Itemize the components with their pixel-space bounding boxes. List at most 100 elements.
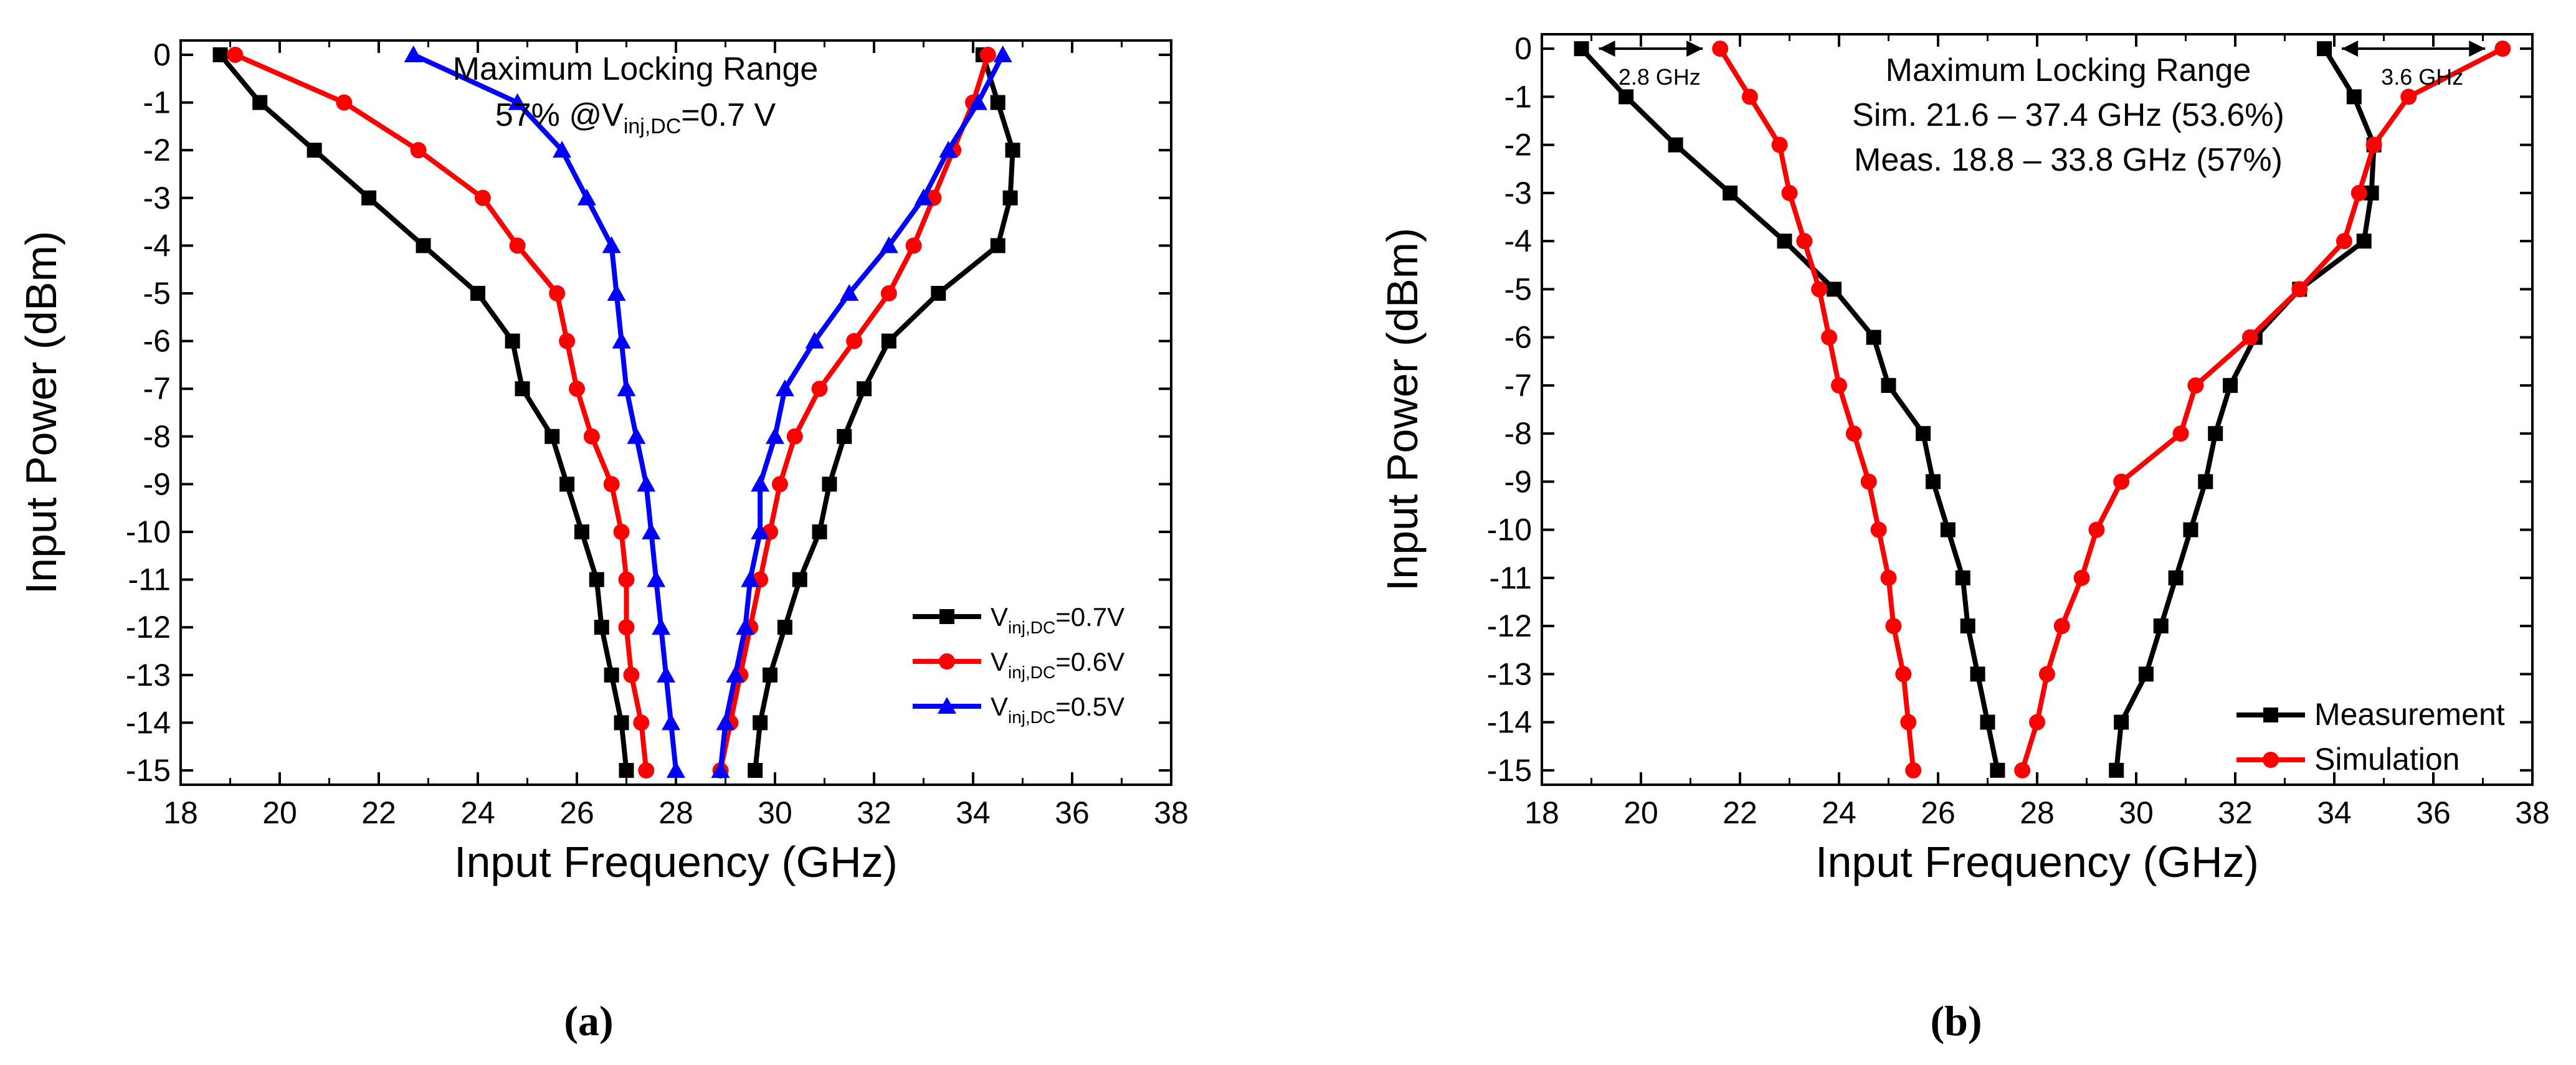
- series-line-high: [2020, 46, 2504, 772]
- legend-marker: [938, 697, 956, 714]
- data-point: [2336, 233, 2352, 250]
- y-tick-label: -1: [1504, 79, 1532, 114]
- y-tick-label: 0: [153, 37, 171, 72]
- data-point: [470, 285, 485, 301]
- data-point: [786, 428, 803, 445]
- x-tick-label: 38: [2515, 795, 2550, 830]
- x-tick-label: 18: [163, 795, 198, 830]
- data-point: [2494, 40, 2511, 57]
- panel-label: (b): [1930, 997, 1982, 1044]
- annotation-text: Meas. 18.8 – 33.8 GHz (57%): [1854, 142, 2283, 178]
- data-point: [990, 238, 1005, 253]
- legend-marker: [2263, 752, 2279, 768]
- x-tick-label: 32: [857, 795, 891, 830]
- data-point: [857, 381, 872, 397]
- data-point: [505, 333, 520, 349]
- data-point: [716, 713, 735, 731]
- data-point: [1905, 762, 1922, 779]
- data-point: [979, 46, 996, 63]
- y-tick-label: -13: [126, 658, 171, 693]
- data-point: [508, 93, 527, 110]
- y-axis-label: Input Power (dBm): [1378, 228, 1427, 592]
- data-point: [2138, 666, 2154, 682]
- x-tick-label: 30: [2119, 795, 2154, 830]
- y-tick-label: -14: [126, 705, 171, 740]
- panel-label: (a): [564, 997, 613, 1044]
- legend: Vinj,DC=0.7V Vinj,DC=0.6V Vinj,DC=0.5V: [913, 602, 1124, 727]
- data-point: [751, 475, 770, 492]
- y-tick-label: -4: [1504, 224, 1532, 258]
- data-point: [410, 142, 427, 159]
- data-point: [905, 237, 922, 254]
- series-1: [1574, 41, 2382, 778]
- data-point: [763, 667, 778, 683]
- annotation-text: 57% @Vinj,DC=0.7 V: [495, 97, 776, 138]
- legend-marker: [939, 653, 955, 670]
- y-tick-label: -15: [1487, 753, 1532, 788]
- data-point: [574, 524, 589, 540]
- x-tick-label: 26: [559, 795, 594, 830]
- data-point: [2350, 184, 2367, 201]
- data-point: [633, 714, 650, 731]
- data-point: [1827, 282, 1842, 297]
- data-point: [880, 285, 897, 301]
- range-arrow: 2.8 GHz: [1599, 40, 1703, 90]
- y-tick-label: -1: [143, 85, 171, 120]
- data-point: [627, 427, 646, 444]
- data-point: [2114, 714, 2129, 730]
- data-point: [662, 713, 681, 731]
- data-point: [1916, 426, 1931, 442]
- data-point: [1860, 473, 1877, 490]
- legend: Measurement Simulation: [2236, 697, 2505, 777]
- legend-label: Vinj,DC=0.6V: [991, 647, 1124, 682]
- series-2: [1712, 40, 2511, 779]
- x-tick-label: 26: [1921, 795, 1956, 830]
- y-tick-label: 0: [1514, 31, 1532, 66]
- data-point: [603, 476, 620, 493]
- series-1: [212, 47, 1020, 779]
- y-tick-label: -13: [1487, 656, 1532, 691]
- data-point: [2073, 569, 2090, 586]
- data-point: [1002, 190, 1018, 206]
- data-point: [416, 238, 431, 253]
- data-point: [1821, 329, 1838, 346]
- data-point: [2400, 88, 2417, 105]
- data-point: [2088, 521, 2105, 538]
- data-point: [2356, 234, 2372, 249]
- y-tick-label: -10: [126, 514, 171, 549]
- data-point: [1811, 281, 1828, 298]
- data-point: [771, 476, 788, 493]
- data-point: [252, 95, 268, 110]
- y-tick-label: -15: [126, 753, 171, 788]
- data-point: [1741, 88, 1758, 105]
- data-point: [2029, 714, 2045, 731]
- series-line-high: [718, 54, 991, 771]
- data-point: [1970, 666, 1985, 682]
- data-point: [549, 285, 566, 301]
- x-tick-label: 18: [1524, 795, 1559, 830]
- data-point: [594, 620, 609, 635]
- series-line-high: [753, 54, 1015, 771]
- y-tick-label: -5: [143, 276, 171, 311]
- y-tick-label: -7: [1504, 368, 1532, 403]
- data-point: [726, 665, 745, 683]
- x-tick-label: 34: [2317, 795, 2352, 830]
- data-point: [1881, 377, 1896, 393]
- y-tick-label: -12: [1487, 608, 1532, 643]
- y-tick-label: -2: [1504, 128, 1532, 163]
- y-tick-label: -11: [128, 562, 171, 597]
- y-tick-label: -10: [1487, 513, 1532, 547]
- x-tick-label: 20: [262, 795, 297, 830]
- data-point: [515, 381, 530, 397]
- data-point: [990, 95, 1005, 110]
- data-point: [881, 333, 896, 349]
- series-line-low: [1718, 47, 1916, 771]
- data-point: [753, 715, 768, 731]
- data-point: [2113, 473, 2130, 490]
- data-point: [657, 665, 676, 683]
- data-point: [637, 475, 656, 492]
- x-tick-label: 22: [1723, 795, 1757, 830]
- data-point: [2291, 281, 2308, 298]
- data-point: [307, 143, 322, 158]
